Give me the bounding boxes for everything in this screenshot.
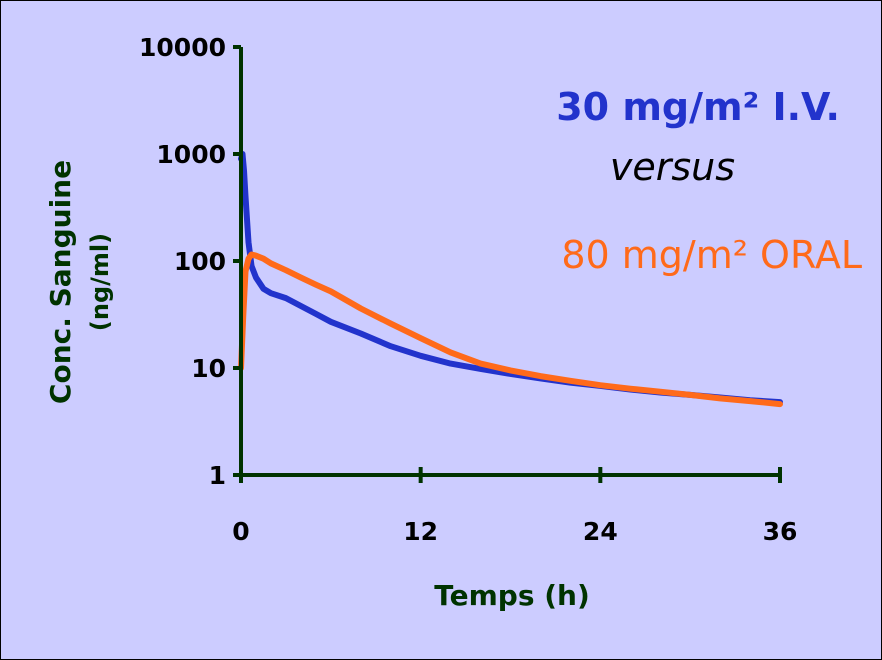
- y-tick-label: 10: [191, 354, 226, 383]
- series-line-oral: [238, 251, 783, 408]
- versus-annotation: versus: [610, 145, 735, 189]
- series-line-iv: [238, 151, 783, 406]
- x-axis-title: Temps (h): [434, 579, 590, 612]
- y-tick-label: 1000: [156, 140, 226, 169]
- y-axis-unit: (ng/ml): [86, 233, 114, 331]
- y-tick-label: 10000: [139, 33, 226, 62]
- x-tick-label: 36: [763, 517, 798, 546]
- x-tick-label: 12: [403, 517, 438, 546]
- axes-group: [233, 45, 782, 483]
- x-tick-label: 24: [583, 517, 618, 546]
- labels-group: 1 10 100 1000 10000 0 12 24 36: [139, 33, 797, 546]
- oral-annotation: 80 mg/m² ORAL: [561, 233, 862, 277]
- x-tick-label: 0: [232, 517, 249, 546]
- iv-annotation: 30 mg/m² I.V.: [556, 85, 840, 129]
- series-group: [238, 151, 783, 408]
- y-axis-title: Conc. Sanguine: [44, 160, 77, 404]
- y-tick-label: 1: [209, 461, 226, 490]
- y-tick-label: 100: [174, 247, 226, 276]
